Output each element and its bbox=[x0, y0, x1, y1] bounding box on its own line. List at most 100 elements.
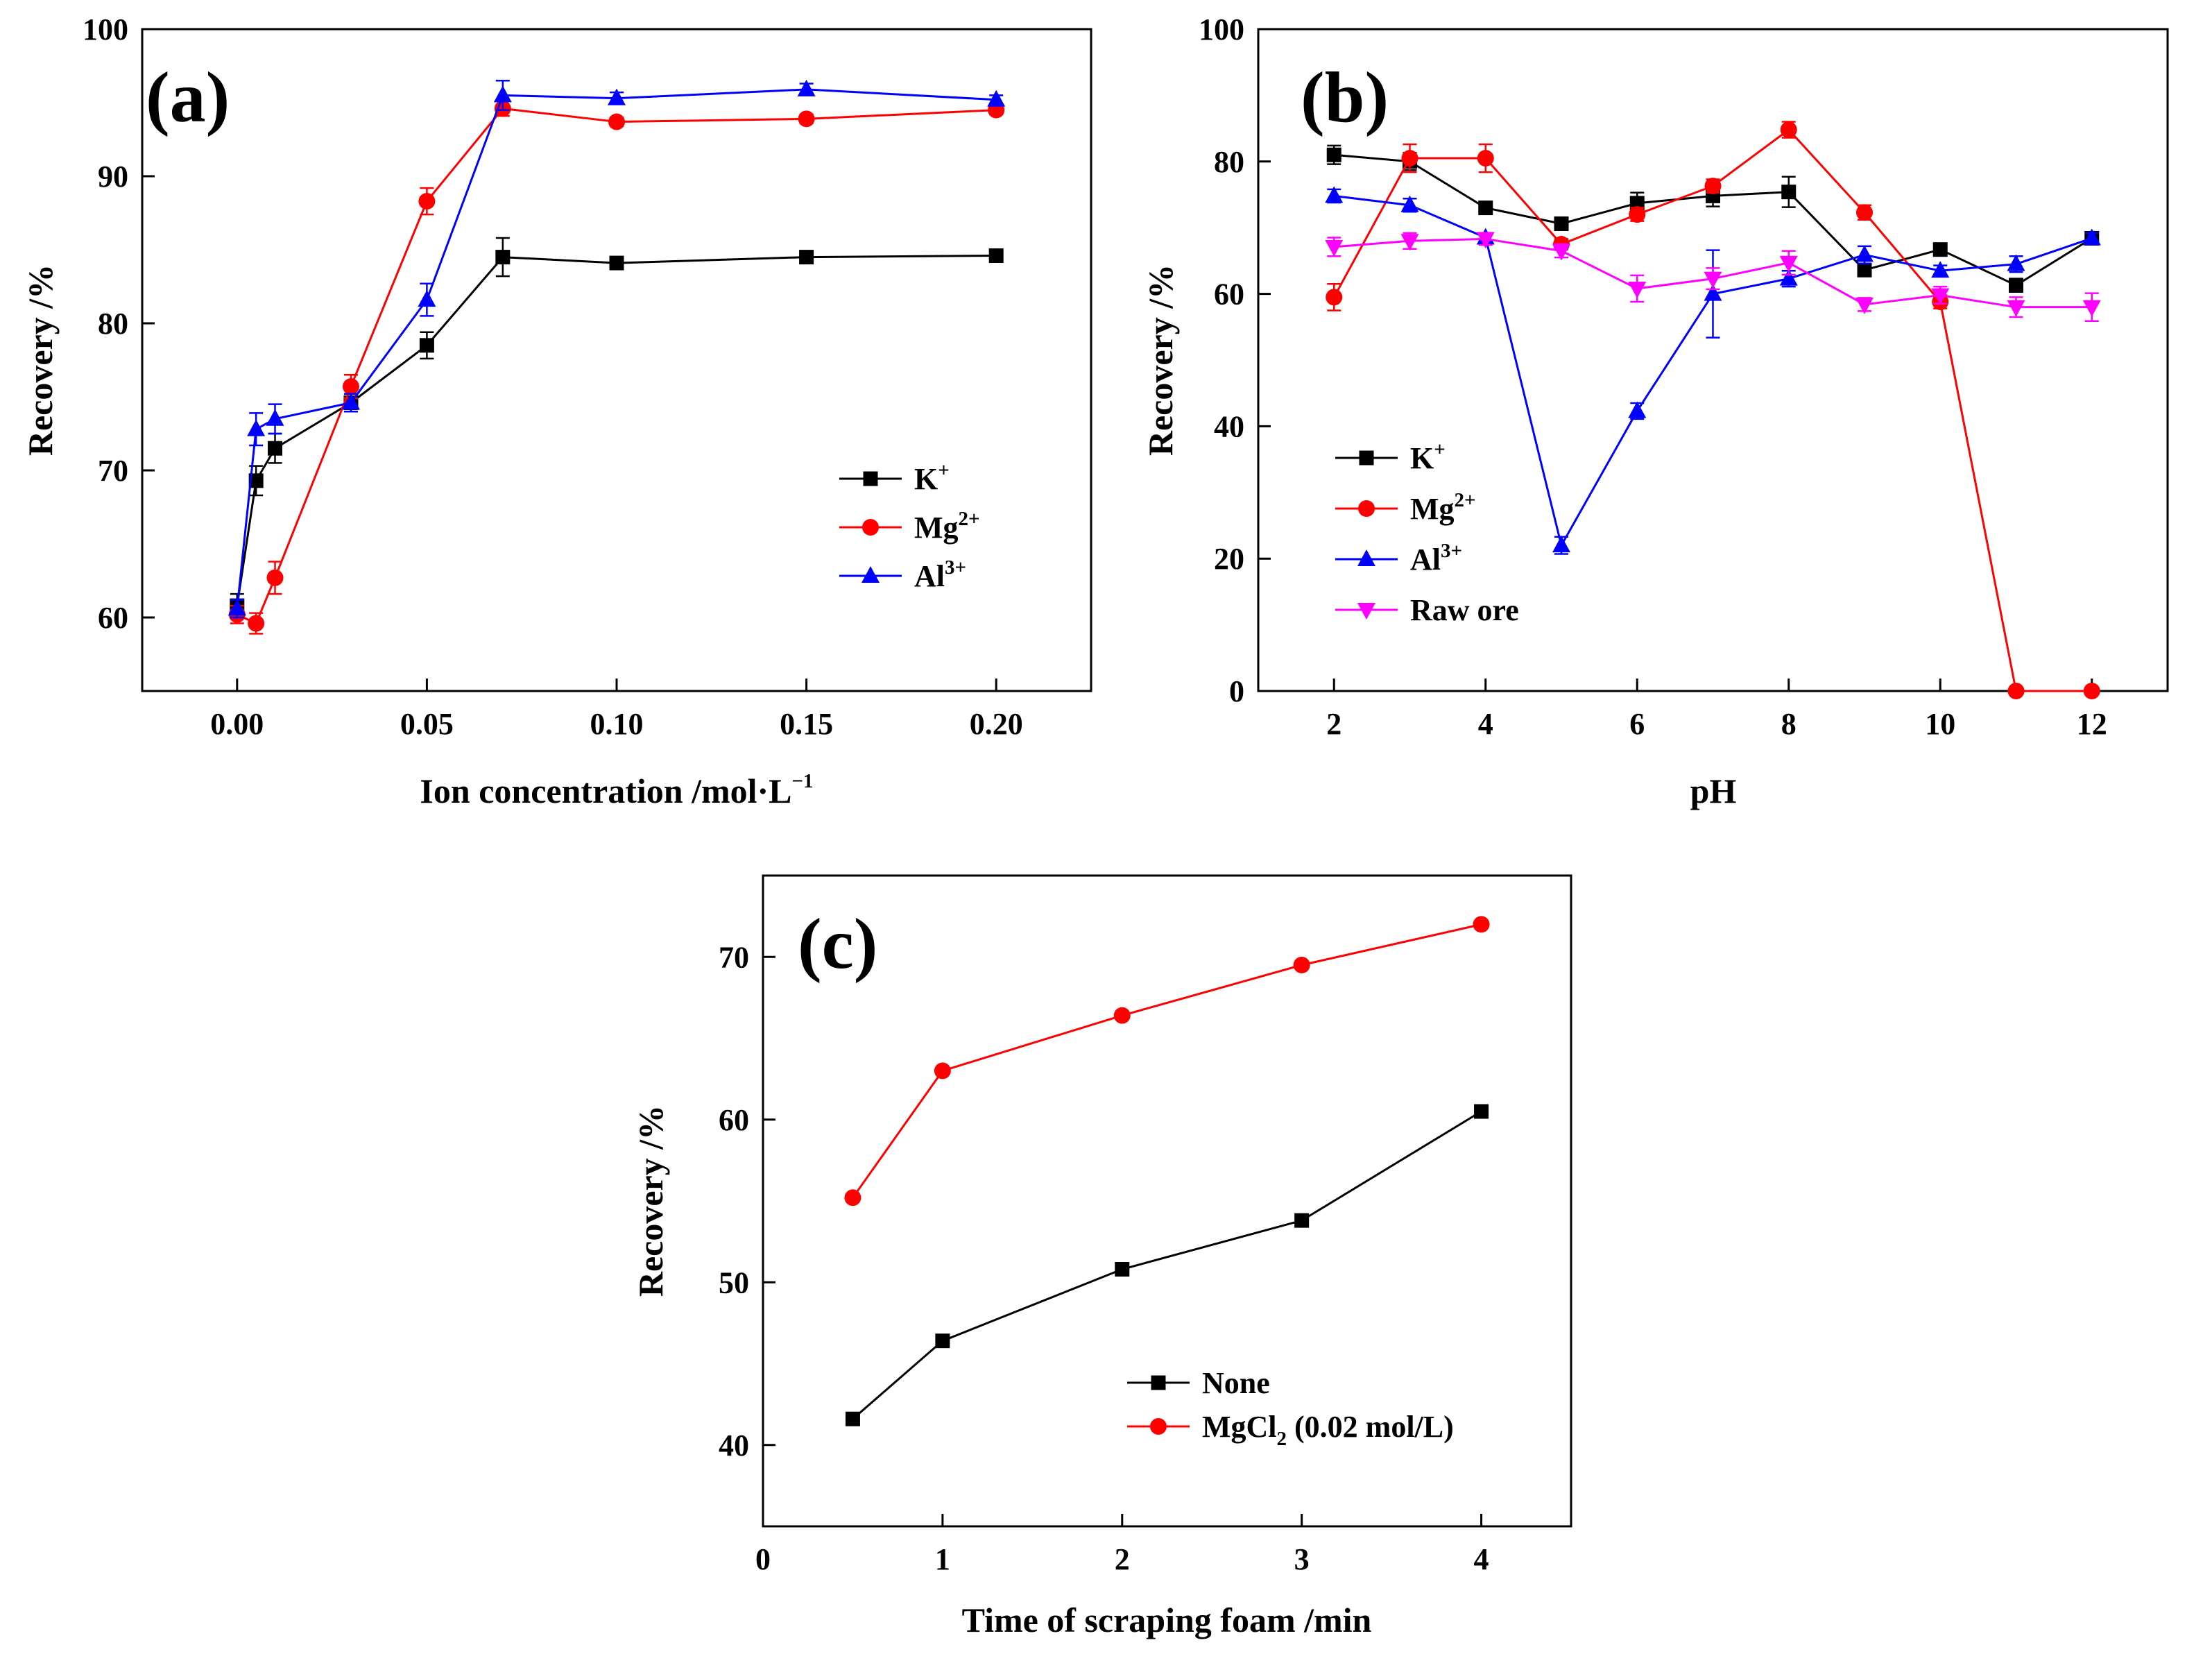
legend-marker bbox=[1358, 500, 1375, 517]
legend-label-sub: 2 bbox=[1277, 1428, 1287, 1450]
x-tick-label: 4 bbox=[1478, 707, 1493, 741]
data-point bbox=[418, 193, 436, 210]
y-tick-label: 60 bbox=[1214, 278, 1244, 312]
y-tick-label: 50 bbox=[719, 1265, 749, 1299]
data-point bbox=[799, 250, 814, 265]
legend-entry: Mg2+ bbox=[839, 508, 980, 545]
legend-entry: K+ bbox=[1335, 438, 1446, 475]
plot-frame bbox=[762, 874, 1572, 1528]
legend-entry: MgCl2 (0.02 mol/L) bbox=[1127, 1410, 1454, 1450]
data-point bbox=[798, 110, 815, 128]
data-point bbox=[844, 1189, 861, 1206]
data-point bbox=[935, 1333, 950, 1349]
legend-label: Mg2+ bbox=[1410, 489, 1476, 526]
legend-label-name: Mg bbox=[1410, 492, 1455, 526]
panel-label: (a) bbox=[146, 58, 230, 137]
data-point bbox=[608, 113, 625, 130]
y-tick-label: 60 bbox=[719, 1103, 749, 1137]
data-point bbox=[1629, 196, 1645, 211]
x-tick-label: 4 bbox=[1474, 1542, 1489, 1576]
y-tick-label: 40 bbox=[1214, 409, 1244, 443]
data-point bbox=[1931, 288, 1950, 305]
y-tick-label: 0 bbox=[1229, 674, 1244, 708]
x-axis-title: pH bbox=[1690, 771, 1737, 810]
x-tick-label: 3 bbox=[1294, 1542, 1310, 1576]
x-tick-label: 0.00 bbox=[210, 707, 264, 741]
data-point bbox=[1473, 916, 1490, 933]
data-point bbox=[608, 88, 626, 105]
series-al bbox=[228, 79, 1006, 619]
legend-label-name: Raw ore bbox=[1410, 593, 1519, 627]
x-axis-title-main: pH bbox=[1690, 771, 1737, 810]
data-point bbox=[1856, 204, 1873, 221]
data-point bbox=[1932, 242, 1948, 257]
series-line bbox=[852, 923, 1482, 1199]
y-tick-label: 100 bbox=[1199, 12, 1244, 46]
data-point bbox=[1780, 121, 1797, 139]
legend-marker bbox=[1357, 603, 1375, 620]
legend-marker bbox=[1359, 450, 1374, 466]
legend-entry: Raw ore bbox=[1335, 593, 1519, 627]
x-tick-label: 8 bbox=[1781, 707, 1797, 741]
data-point bbox=[1115, 1261, 1130, 1277]
legend-label-name: None bbox=[1202, 1366, 1270, 1400]
y-tick-label: 20 bbox=[1214, 542, 1244, 576]
panel-label: (b) bbox=[1301, 58, 1389, 137]
x-tick-label: 0.10 bbox=[590, 707, 644, 741]
data-point bbox=[2007, 300, 2025, 317]
data-point bbox=[845, 1411, 860, 1426]
legend-label-name: K bbox=[914, 462, 938, 496]
data-point bbox=[1401, 150, 1418, 167]
plot-frame bbox=[1257, 28, 2169, 692]
x-axis-title-main: Time of scraping foam /min bbox=[962, 1601, 1372, 1639]
data-point bbox=[1325, 239, 1344, 257]
legend-label-name: Al bbox=[1410, 543, 1441, 577]
data-point bbox=[1628, 281, 1647, 298]
legend-label-sup: 3+ bbox=[1441, 540, 1462, 562]
legend-marker bbox=[861, 566, 880, 583]
legend-label: Raw ore bbox=[1410, 593, 1519, 627]
x-tick-label: 2 bbox=[1115, 1542, 1130, 1576]
data-point bbox=[493, 85, 512, 103]
data-point bbox=[1293, 956, 1310, 973]
data-point bbox=[248, 473, 264, 488]
data-point bbox=[2082, 228, 2101, 246]
y-tick-label: 70 bbox=[719, 940, 749, 974]
data-point bbox=[266, 409, 284, 426]
series-line bbox=[237, 107, 997, 625]
legend-marker bbox=[1150, 1418, 1167, 1435]
x-tick-label: 10 bbox=[1925, 707, 1955, 741]
x-tick-label: 0.20 bbox=[970, 707, 1023, 741]
data-point bbox=[1779, 255, 1798, 273]
data-point bbox=[1779, 268, 1798, 286]
legend-label-name: MgCl bbox=[1202, 1410, 1277, 1444]
data-point bbox=[1552, 536, 1570, 553]
data-point bbox=[1478, 201, 1493, 216]
series-mg bbox=[1326, 121, 2100, 699]
data-point bbox=[342, 378, 359, 395]
x-tick-label: 0.15 bbox=[780, 707, 833, 741]
data-point bbox=[1113, 1007, 1131, 1024]
legend-label: Al3+ bbox=[914, 556, 966, 593]
data-point bbox=[797, 79, 816, 96]
data-point bbox=[1474, 1104, 1489, 1119]
legend-entry: Al3+ bbox=[1335, 540, 1462, 577]
y-tick-label: 100 bbox=[83, 12, 128, 46]
data-point bbox=[419, 338, 434, 353]
data-point bbox=[1294, 1213, 1310, 1228]
x-tick-label: 0 bbox=[755, 1542, 771, 1576]
x-tick-label: 6 bbox=[1629, 707, 1645, 741]
legend-label-tail: (0.02 mol/L) bbox=[1287, 1410, 1454, 1444]
data-point bbox=[2007, 254, 2025, 271]
series-line bbox=[236, 254, 997, 606]
data-point bbox=[266, 569, 284, 586]
legend-label-sup: + bbox=[938, 459, 950, 481]
legend-label: K+ bbox=[914, 459, 950, 496]
series-mgcl bbox=[844, 916, 1490, 1206]
data-point bbox=[1326, 147, 1341, 162]
legend-label: None bbox=[1202, 1366, 1270, 1400]
x-tick-label: 1 bbox=[935, 1542, 950, 1576]
data-point bbox=[2007, 683, 2025, 699]
data-point bbox=[1476, 232, 1495, 249]
data-point bbox=[1704, 284, 1722, 301]
